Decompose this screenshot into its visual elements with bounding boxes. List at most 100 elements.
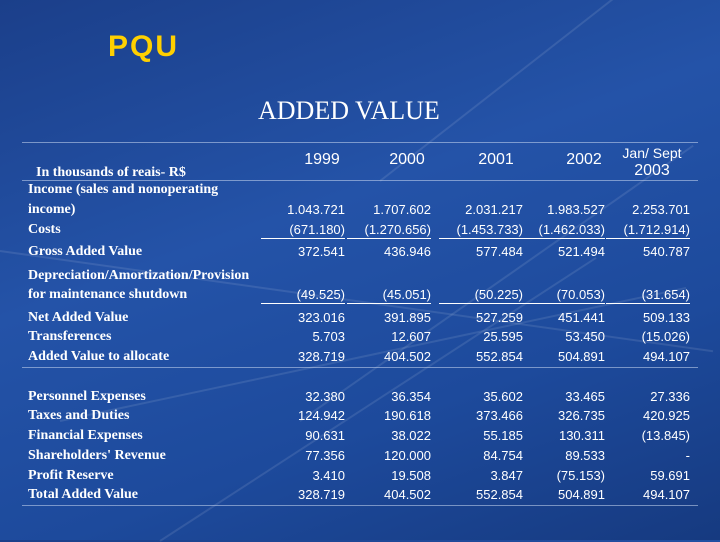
table-cell: 35.602 (483, 389, 523, 404)
table-cell: 190.618 (384, 408, 431, 423)
row-label: Gross Added Value (28, 244, 143, 259)
table-cell: 509.133 (643, 310, 690, 325)
table-cell: (15.026) (641, 329, 690, 344)
table-cell: 19.508 (391, 468, 431, 483)
header-divider (22, 142, 698, 143)
table-cell: 328.719 (298, 487, 345, 502)
row-label: Profit Reserve (28, 468, 114, 483)
subtotal-underline (261, 303, 345, 304)
row-label: for maintenance shutdown (28, 287, 188, 302)
table-cell: 577.484 (476, 244, 523, 259)
table-cell: (70.053) (556, 287, 605, 302)
subtotal-underline (606, 303, 690, 304)
table-cell: 38.022 (391, 428, 431, 443)
table-cell: 552.854 (476, 487, 523, 502)
table-cell: 130.311 (558, 428, 605, 443)
subtotal-underline (347, 238, 431, 239)
column-header-2000: 2000 (389, 151, 425, 168)
table-cell: (75.153) (556, 468, 605, 483)
subtotal-underline (439, 238, 523, 239)
table-cell: 77.356 (305, 448, 345, 463)
column-header-2003: 2003 (634, 162, 670, 179)
table-cell: 451.441 (558, 310, 605, 325)
column-header-2002: 2002 (566, 151, 602, 168)
table-cell: 33.465 (565, 389, 605, 404)
section-divider (22, 367, 698, 368)
table-cell: 25.595 (483, 329, 523, 344)
table-cell: 5.703 (312, 329, 345, 344)
table-cell: 404.502 (384, 487, 431, 502)
table-cell: 36.354 (391, 389, 431, 404)
table-cell: 32.380 (305, 389, 345, 404)
table-cell: (45.051) (382, 287, 431, 302)
subtotal-underline (261, 238, 345, 239)
table-cell: (49.525) (296, 287, 345, 302)
row-label: Added Value to allocate (28, 349, 170, 364)
table-cell: 436.946 (384, 244, 431, 259)
table-cell: 372.541 (298, 244, 345, 259)
table-cell: 2.253.701 (632, 202, 690, 217)
subtotal-underline (521, 303, 605, 304)
column-header-1999: 1999 (304, 151, 340, 168)
page-title: ADDED VALUE (258, 96, 440, 125)
table-cell: 89.533 (565, 448, 605, 463)
row-label: Total Added Value (28, 487, 138, 502)
header-bottom-divider (22, 180, 698, 181)
table-cell: 59.691 (650, 468, 690, 483)
table-cell: 494.107 (643, 349, 690, 364)
table-cell: 84.754 (483, 448, 523, 463)
table-cell: 540.787 (643, 244, 690, 259)
table-cell: (1.462.033) (538, 222, 606, 237)
table-cell: 373.466 (476, 408, 523, 423)
column-header-jan-sept: Jan/ Sept (622, 145, 682, 161)
table-cell: 527.259 (476, 310, 523, 325)
table-cell: 27.336 (650, 389, 690, 404)
table-cell: 404.502 (384, 349, 431, 364)
row-label: Shareholders' Revenue (28, 448, 166, 463)
table-cell: 326.735 (558, 408, 605, 423)
table-cell: 1.043.721 (287, 202, 345, 217)
table-cell: 323.016 (298, 310, 345, 325)
row-label: Financial Expenses (28, 428, 143, 443)
row-label: Personnel Expenses (28, 389, 146, 404)
table-cell: 120.000 (384, 448, 431, 463)
subtotal-underline (521, 238, 605, 239)
table-cell: (671.180) (289, 222, 345, 237)
table-cell: 552.854 (476, 349, 523, 364)
table-cell: 55.185 (483, 428, 523, 443)
table-cell: (50.225) (474, 287, 523, 302)
table-cell: 1.707.602 (373, 202, 431, 217)
table-cell: 504.891 (558, 349, 605, 364)
table-cell: 90.631 (305, 428, 345, 443)
table-cell: 12.607 (391, 329, 431, 344)
subtotal-underline (606, 238, 690, 239)
table-cell: 521.494 (558, 244, 605, 259)
table-cell: 3.847 (490, 468, 523, 483)
table-cell: 124.942 (298, 408, 345, 423)
table-cell: 494.107 (643, 487, 690, 502)
table-cell: 391.895 (384, 310, 431, 325)
table-cell: 2.031.217 (465, 202, 523, 217)
table-cell: 328.719 (298, 349, 345, 364)
subtotal-underline (347, 303, 431, 304)
table-cell: 53.450 (565, 329, 605, 344)
table-cell: 1.983.527 (547, 202, 605, 217)
company-logo: PQU (108, 30, 180, 63)
table-cell: 504.891 (558, 487, 605, 502)
row-label: Income (sales and nonoperating (28, 182, 219, 197)
table-cell: (1.453.733) (456, 222, 524, 237)
row-label: Taxes and Duties (28, 408, 130, 423)
table-cell: - (685, 448, 690, 463)
table-bottom-divider (22, 505, 698, 506)
row-label: Net Added Value (28, 310, 129, 325)
subtotal-underline (439, 303, 523, 304)
row-label: income) (28, 202, 76, 217)
row-label: Depreciation/Amortization/Provision (28, 268, 250, 283)
row-label: Transferences (28, 329, 112, 344)
column-header-2001: 2001 (478, 151, 514, 168)
table-cell: (31.654) (641, 287, 690, 302)
table-cell: 3.410 (312, 468, 345, 483)
unit-label: In thousands of reais- R$ (36, 165, 186, 180)
table-cell: (13.845) (641, 428, 690, 443)
row-label: Costs (28, 222, 61, 237)
